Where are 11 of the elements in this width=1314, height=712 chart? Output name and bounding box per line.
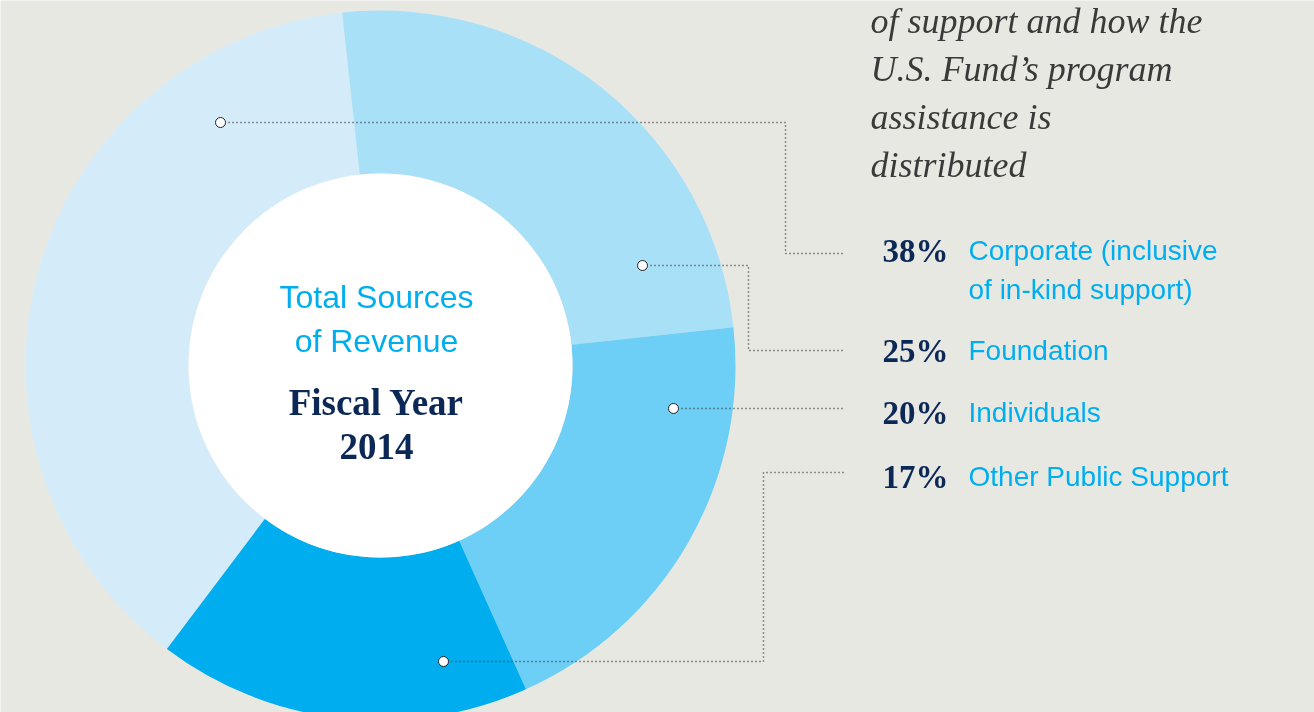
text: of support and how the U.S. Fund’s program assistance is distributed — [870, 0, 1203, 185]
data-label: 25% — [882, 332, 949, 369]
data-label: 17% — [882, 458, 949, 495]
slice-label: Corporate (inclusive of in-kind support) — [968, 235, 1218, 305]
data-label: 20% — [882, 394, 949, 431]
text: Total Sources of Revenue — [279, 278, 474, 359]
slice-label: Foundation — [968, 335, 1109, 366]
data-label: 38% — [882, 232, 949, 269]
slice-label: Individuals — [968, 397, 1101, 428]
slice-label: Other Public Support — [968, 461, 1229, 492]
text: Fiscal Year 2014 — [288, 382, 463, 467]
